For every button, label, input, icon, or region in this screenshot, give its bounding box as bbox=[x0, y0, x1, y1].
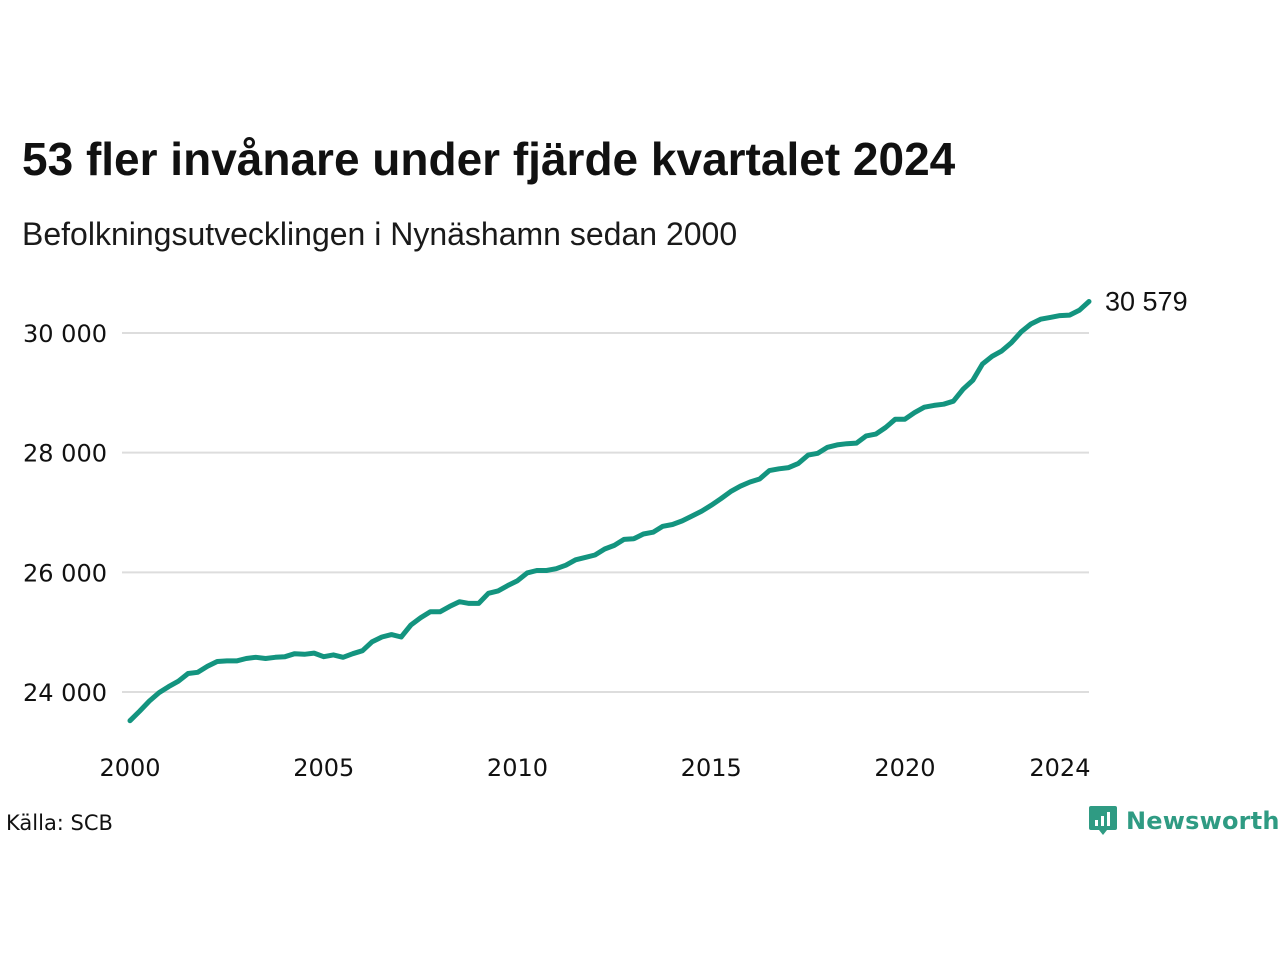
series-line bbox=[127, 299, 1092, 724]
brand-name: Newsworthy bbox=[1126, 807, 1280, 835]
x-tick-label: 2000 bbox=[99, 754, 160, 782]
y-tick-label: 24 000 bbox=[23, 679, 107, 707]
gridlines bbox=[122, 332, 1089, 693]
x-tick-label: 2015 bbox=[681, 754, 742, 782]
x-axis-ticks: 2000 2005 2010 2015 2020 2024 bbox=[99, 754, 1090, 782]
x-tick-label: 2020 bbox=[874, 754, 935, 782]
series-group bbox=[127, 299, 1092, 724]
y-tick-label: 26 000 bbox=[23, 559, 107, 587]
source-note: Källa: SCB bbox=[6, 811, 113, 835]
x-tick-label: 2024 bbox=[1029, 754, 1090, 782]
newsworthy-logo-icon bbox=[1089, 806, 1117, 835]
y-tick-label: 28 000 bbox=[23, 440, 107, 468]
end-value-label: 30 579 bbox=[1105, 287, 1188, 317]
chart-subtitle: Befolkningsutvecklingen i Nynäshamn seda… bbox=[22, 216, 738, 252]
x-tick-label: 2010 bbox=[487, 754, 548, 782]
chart-title: 53 fler invånare under fjärde kvartalet … bbox=[22, 133, 956, 185]
y-axis-ticks: 24 000 26 000 28 000 30 000 bbox=[23, 320, 107, 707]
y-tick-label: 30 000 bbox=[23, 320, 107, 348]
brand-logo: Newsworthy bbox=[1088, 804, 1280, 838]
x-tick-label: 2005 bbox=[293, 754, 354, 782]
end-label-group: 30 579 bbox=[1105, 287, 1188, 317]
